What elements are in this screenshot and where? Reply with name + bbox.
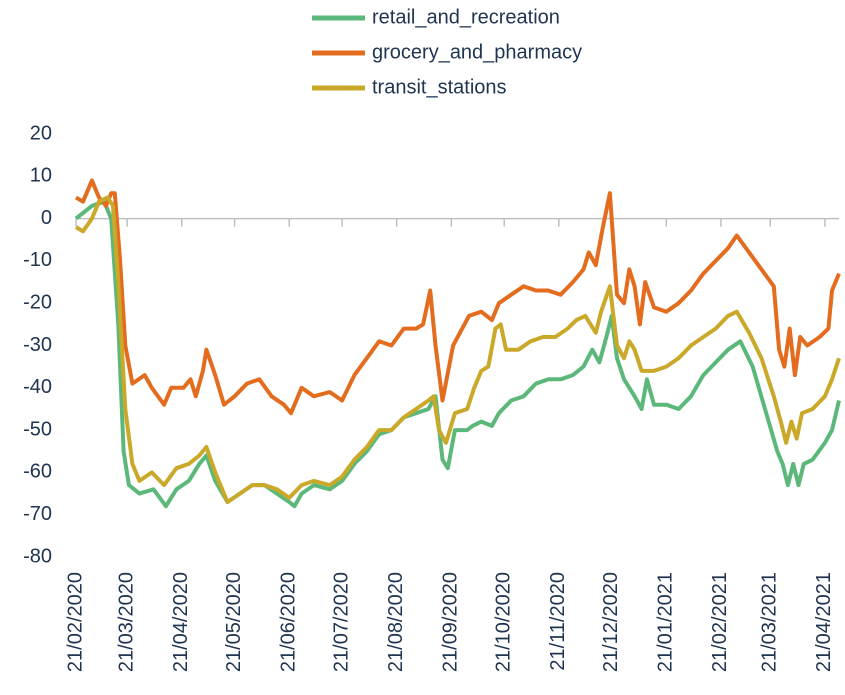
y-tick-label: -50 — [23, 418, 52, 440]
series-line — [74, 178, 841, 416]
y-tick-label: 0 — [41, 207, 52, 229]
x-tick-label: 21/06/2020 — [277, 572, 299, 672]
legend-label: grocery_and_pharmacy — [372, 41, 582, 63]
legend-label: transit_stations — [372, 76, 507, 98]
x-tick-label: 21/01/2021 — [655, 572, 677, 672]
x-tick-label: 21/02/2021 — [709, 572, 731, 672]
y-tick-label: -80 — [23, 545, 52, 567]
series-line — [74, 195, 841, 504]
x-tick-label: 21/10/2020 — [492, 572, 514, 672]
y-tick-label: -20 — [23, 291, 52, 313]
x-tick-label: 21/09/2020 — [440, 572, 462, 672]
x-tick-label: 21/05/2020 — [223, 572, 245, 672]
y-tick-label: -30 — [23, 334, 52, 356]
x-tick-label: 21/11/2020 — [547, 572, 569, 671]
series-line — [74, 199, 841, 509]
legend-label: retail_and_recreation — [372, 6, 560, 28]
x-tick-label: 21/08/2020 — [385, 572, 407, 672]
x-tick-label: 21/12/2020 — [600, 572, 622, 672]
x-tick-label: 21/04/2020 — [170, 572, 192, 672]
x-tick-label: 21/07/2020 — [330, 572, 352, 672]
y-tick-label: 10 — [30, 165, 52, 187]
x-tick-label: 21/03/2020 — [115, 572, 137, 672]
y-tick-label: 20 — [30, 122, 52, 144]
y-tick-label: -60 — [23, 461, 52, 483]
x-tick-label: 21/04/2021 — [813, 572, 835, 672]
y-tick-label: -70 — [23, 503, 52, 525]
x-tick-label: 21/02/2020 — [64, 572, 86, 672]
x-tick-label: 21/03/2021 — [759, 572, 781, 672]
y-tick-label: -40 — [23, 376, 52, 398]
y-tick-label: -10 — [23, 249, 52, 271]
